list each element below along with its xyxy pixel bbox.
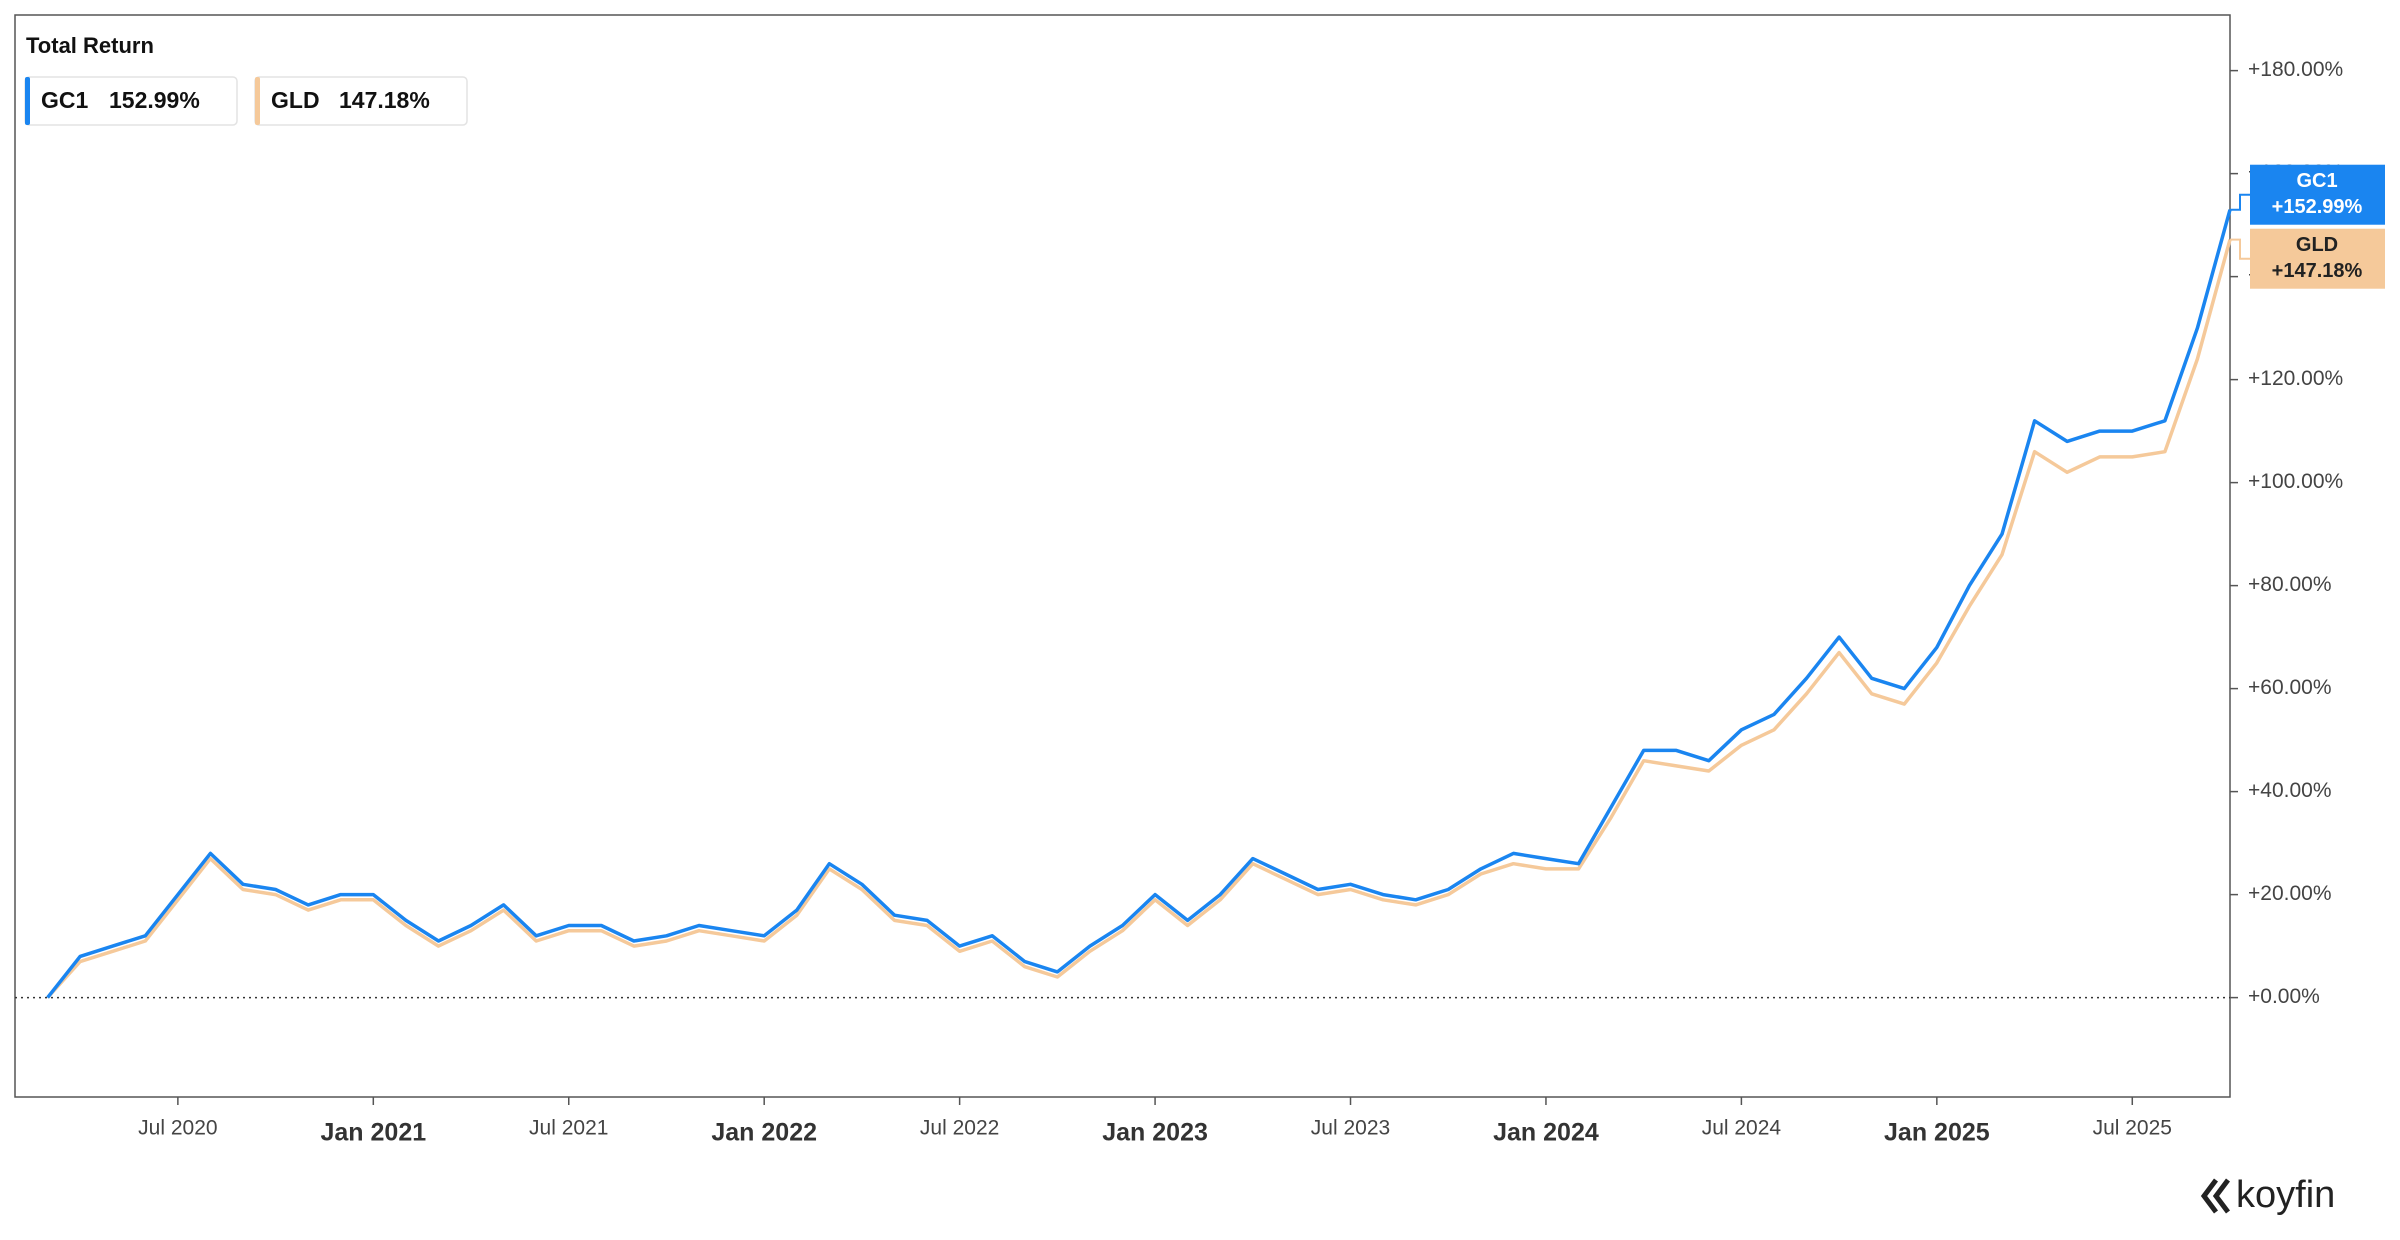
y-tick-label: +40.00%	[2248, 779, 2332, 802]
x-tick-label: Jan 2021	[320, 1119, 426, 1147]
y-tick-label: +120.00%	[2248, 367, 2343, 390]
legend-value: 147.18%	[339, 87, 430, 113]
y-tick-label: +100.00%	[2248, 470, 2343, 493]
legend-swatch	[255, 77, 260, 125]
x-tick-label: Jul 2023	[1311, 1117, 1390, 1140]
y-tick-label: +0.00%	[2248, 985, 2320, 1008]
brand-logo: koyfin	[2200, 1174, 2335, 1216]
badge-box	[2250, 228, 2385, 289]
legend-swatch	[25, 77, 30, 125]
x-tick-label: Jan 2024	[1493, 1119, 1599, 1147]
badge-connector	[2230, 238, 2250, 260]
x-tick-label: Jul 2020	[138, 1117, 217, 1140]
badge-value: +147.18%	[2272, 260, 2363, 282]
badge-name: GLD	[2296, 234, 2338, 256]
badge-box	[2250, 164, 2385, 225]
chart-title: Total Return	[26, 33, 154, 58]
x-tick-label: Jul 2022	[920, 1117, 999, 1140]
plot-frame	[14, 14, 2231, 1098]
y-tick-label: +80.00%	[2248, 573, 2332, 596]
legend-name: GC1	[41, 87, 89, 113]
x-tick-label: Jan 2022	[711, 1119, 817, 1147]
x-tick-label: Jul 2025	[2093, 1117, 2172, 1140]
legend-name: GLD	[271, 87, 320, 113]
y-tick-label: +20.00%	[2248, 882, 2332, 905]
y-tick-label: +180.00%	[2248, 58, 2343, 81]
brand-name: koyfin	[2236, 1174, 2335, 1216]
legend-item: GC1 152.99%	[24, 76, 238, 126]
y-tick-label: +60.00%	[2248, 676, 2332, 699]
badge-name: GC1	[2296, 170, 2337, 192]
legend-value: 152.99%	[109, 87, 200, 113]
series-line	[46, 209, 2232, 999]
x-tick-label: Jul 2024	[1702, 1117, 1782, 1140]
legend-item: GLD 147.18%	[254, 76, 468, 126]
x-tick-label: Jan 2023	[1102, 1119, 1208, 1147]
x-tick-label: Jan 2025	[1884, 1119, 1990, 1147]
series-line	[46, 239, 2232, 999]
value-badge: GC1 +152.99%	[2230, 164, 2385, 225]
value-badge: GLD +147.18%	[2230, 228, 2385, 289]
badge-value: +152.99%	[2272, 196, 2363, 218]
x-tick-label: Jul 2021	[529, 1117, 608, 1140]
badge-connector	[2230, 193, 2250, 211]
